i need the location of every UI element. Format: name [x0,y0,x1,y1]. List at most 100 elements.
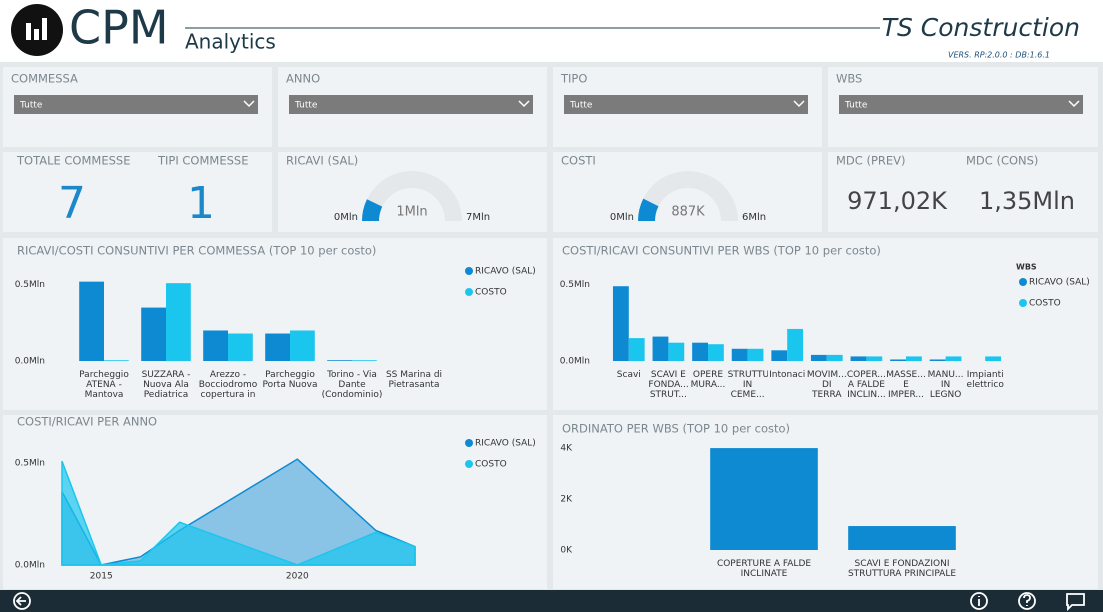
bar [290,330,315,361]
dropdown-arrow [518,100,530,108]
bar [79,281,104,361]
bar [787,328,804,361]
bar [352,360,377,361]
x-tick-label: Scavi [616,370,641,380]
dropdown-value: Tutte [294,101,318,111]
x-tick-label: SCAVI E FONDAZIONI STRUTTURA PRINCIPALE [847,559,957,579]
bar [228,333,253,361]
x-tick-label: MASSE... E IMPER... [886,370,926,400]
bar [747,348,764,361]
legend-label: COSTO [475,460,507,470]
gauge-fill [362,199,383,221]
bar [327,360,352,361]
bar [265,333,290,361]
y-tick-label: 0.5Mln [15,459,45,469]
dropdown-arrow [1068,100,1080,108]
bar [668,342,685,361]
x-tick-label: Parcheggio ATENA - Mantova [79,370,129,400]
kpi-value: 1,35Mln [979,187,1075,215]
filter-label: COMMESSA [11,72,78,86]
bar [612,286,629,361]
x-tick-label: Torino - Via Dante (Condominio) [321,370,383,400]
bar [692,342,708,361]
legend-swatch [1019,299,1027,307]
y-tick-label: 4K [560,444,573,454]
bar [826,354,843,361]
dropdown-value: Tutte [19,101,43,111]
bar [810,354,827,361]
x-tick-label: Intonaci [769,370,806,380]
header [0,0,1103,62]
chart-title: RICAVI/COSTI CONSUNTIVI PER COMMESSA (TO… [17,244,376,258]
x-tick-label: Impianti elettrico [966,370,1004,390]
dropdown[interactable] [14,95,258,114]
bar [731,348,748,361]
back-button[interactable] [13,592,31,610]
x-tick-label: SS Marina di Pietrasanta [385,370,443,390]
filter-label: TIPO [560,72,587,86]
legend-label: COSTO [1029,299,1061,309]
help-button[interactable] [1018,592,1036,610]
x-tick-label: SCAVI E FONDA... STRUT... [648,370,689,400]
bar [628,338,645,361]
kpi-value: 1 [187,178,215,229]
bar [141,307,166,361]
info-button[interactable] [970,592,988,610]
bar [945,356,962,361]
bar [906,356,922,361]
legend-label: COSTO [475,288,507,298]
legend-swatch [465,267,473,275]
y-tick-label: 0.5Mln [560,280,590,290]
chart-title: ORDINATO PER WBS (TOP 10 per costo) [562,422,790,436]
comment-button[interactable] [1066,593,1085,612]
x-tick-label: 2015 [90,572,113,582]
x-tick-label: COPERTURE A FALDE INCLINATE [716,559,812,579]
bar [771,350,788,361]
gauge-track [362,171,462,221]
y-tick-label: 0.0Mln [560,357,590,367]
x-tick-label: STRUTTURE IN CEME... [727,370,768,400]
filter-label: ANNO [286,72,320,86]
dropdown-value: Tutte [569,101,593,111]
legend-label: RICAVO (SAL) [475,267,536,277]
gauge-track [638,171,738,221]
y-tick-label: 0.0Mln [15,357,45,367]
dropdown-arrow [793,100,805,108]
x-tick-label: OPERE MURA... [690,370,726,390]
gauge-max: 7Mln [466,212,490,223]
dropdown[interactable] [289,95,533,114]
footer [0,590,1103,612]
chart-title: COSTI/RICAVI PER ANNO [17,415,157,429]
kpi-value: 971,02K [847,187,948,215]
kpi-label: TOTALE COMMESSE [16,154,130,168]
gauge-value: 1Mln [396,205,427,220]
y-tick-label: 0.5Mln [15,280,45,290]
area [61,460,416,566]
bar [985,356,1002,361]
legend-swatch [465,288,473,296]
bar [866,356,883,361]
bar [850,356,867,361]
bar [652,336,669,361]
logo-text: CPM [69,1,169,55]
version: VERS. RP:2.0.0 : DB:1.6.1 [948,51,1050,60]
bar [104,360,129,361]
x-tick-label: Parcheggio Porta Nuova [262,370,318,390]
gauge-min: 0Mln [334,212,358,223]
dropdown[interactable] [839,95,1083,114]
bar [166,283,191,361]
x-tick-label: MANU... IN LEGNO [927,370,964,400]
dropdown[interactable] [564,95,808,114]
y-tick-label: 2K [560,495,573,505]
x-tick-label: Arezzo - Bocciodromo copertura in [198,370,258,400]
bar [848,526,956,550]
dropdown-arrow [243,100,255,108]
x-tick-label: SUZZARA - Nuova Ala Pediatrica [141,370,191,400]
dropdown-value: Tutte [844,101,868,111]
company: TS Construction [882,13,1080,42]
legend-label: RICAVO (SAL) [475,439,536,449]
bar [203,330,228,361]
y-tick-label: 0.0Mln [15,561,45,571]
kpi-label: TIPI COMMESSE [157,154,248,168]
